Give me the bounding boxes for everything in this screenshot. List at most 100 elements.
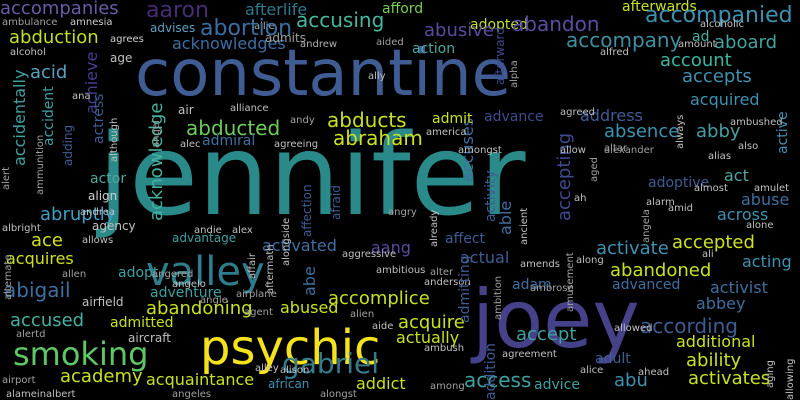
word-advantage: advantage [172,231,237,245]
word-afterwards: afterwards [622,0,697,15]
word-ammunition: ammunition [35,134,46,195]
word-airplane: airplane [236,289,277,300]
word-abandoning: abandoning [146,298,253,319]
word-activates: activates [688,368,771,389]
word-alliance: alliance [230,103,269,114]
word-accompanied: accompanied [645,3,793,28]
word-accepted: accepted [672,232,755,253]
word-abducts: abducts [327,108,407,132]
word-air: air [178,103,194,117]
word-amusement: amusement [565,251,576,312]
word-agent: agent [244,307,273,318]
word-abuse: abuse [741,190,790,209]
word-ahead: ahead [638,367,670,378]
word-abusive: abusive [424,20,494,41]
word-angered: angered [152,269,194,280]
word-angle: angle [200,295,228,306]
word-activist: activist [710,278,768,297]
word-abused: abused [280,298,339,317]
word-alice: alice [580,365,604,376]
word-acquaintance: acquaintance [146,370,255,389]
word-admitting: admitting [457,255,473,324]
word-aided: aided [376,37,404,48]
word-afford: afford [382,1,424,17]
word-alarm: alarm [646,197,675,208]
word-acknowledges: acknowledges [172,34,286,53]
word-although: although [109,117,120,162]
word-affair: affair [247,252,258,279]
word-ally: ally [368,71,386,82]
word-advises: advises [150,21,196,35]
word-ancient: ancient [519,207,530,245]
word-airfield: airfield [82,295,124,309]
word-allen: allen [62,269,87,280]
word-amongst: amongst [458,145,502,156]
word-alexander: alexander [604,145,654,156]
word-andie: andie [194,225,222,236]
word-admitted: admitted [110,315,174,331]
word-acquired: acquired [690,90,760,109]
word-agrees: agrees [110,34,144,45]
word-ambush: ambush [424,343,465,354]
word-also: also [738,141,759,152]
word-abducted: abducted [186,116,281,140]
word-activated: activated [262,236,337,255]
word-affection: affection [300,184,314,238]
word-aging: aging [765,359,776,388]
word-ah: ah [574,193,587,204]
word-absence: absence [604,121,680,142]
word-aftermath: aftermath [265,243,276,294]
word-accept: accept [516,324,577,345]
word-admiral: admiral [202,133,256,149]
word-accomplice: accomplice [328,288,430,309]
word-psychic: psychic [200,320,381,376]
word-advice: advice [534,377,580,393]
word-alison: alison [280,365,310,376]
word-accidentally: accidentally [10,69,29,166]
word-acid: acid [30,62,68,83]
word-accompanies: accompanies [0,0,119,19]
word-alter: alter [430,267,454,278]
word-aircraft: aircraft [128,331,171,345]
word-accusing: accusing [296,8,385,32]
word-adventure: adventure [150,285,222,301]
word-alcoholic: alcoholic [700,19,745,30]
word-ambrose: ambrose [530,283,574,294]
word-alongst: alongst [320,389,357,400]
word-angel: angel [151,119,162,148]
word-admits: admits [265,31,306,45]
word-addict: addict [356,374,406,393]
word-ambitious: ambitious [376,265,426,276]
word-amnesia: amnesia [70,17,113,28]
word-ambulance: ambulance [2,17,58,28]
word-adoptive: adoptive [648,175,710,191]
word-action: action [412,41,456,57]
word-according: according [640,314,738,338]
word-angeles: angeles [172,389,212,400]
word-account: account [660,50,732,71]
word-ambushed: ambushed [730,117,783,128]
word-along: along [576,255,604,266]
word-academy: academy [60,366,143,387]
word-abruptly: abruptly [40,204,116,225]
word-amid: amid [668,203,693,214]
word-alley: alley [255,363,279,374]
word-aged: aged [589,157,600,182]
word-activate: activate [596,238,669,259]
word-alfred: alfred [600,47,629,58]
word-albright: albright [2,223,41,234]
word-age: age [110,51,133,65]
word-constantine: constantine [135,37,511,111]
word-already: already [429,209,440,247]
word-actual: actual [460,248,510,267]
word-afterward: afterward [493,27,507,86]
word-adding: adding [61,124,75,166]
word-abduction: abduction [9,27,99,48]
word-allowed: allowed [614,323,653,334]
word-aang: aang [371,238,411,257]
word-address: address [580,106,643,125]
word-angry: angry [388,207,417,218]
word-alien: alien [350,309,375,320]
word-allowing: allowing [785,358,796,400]
word-alec: alec [180,139,201,150]
